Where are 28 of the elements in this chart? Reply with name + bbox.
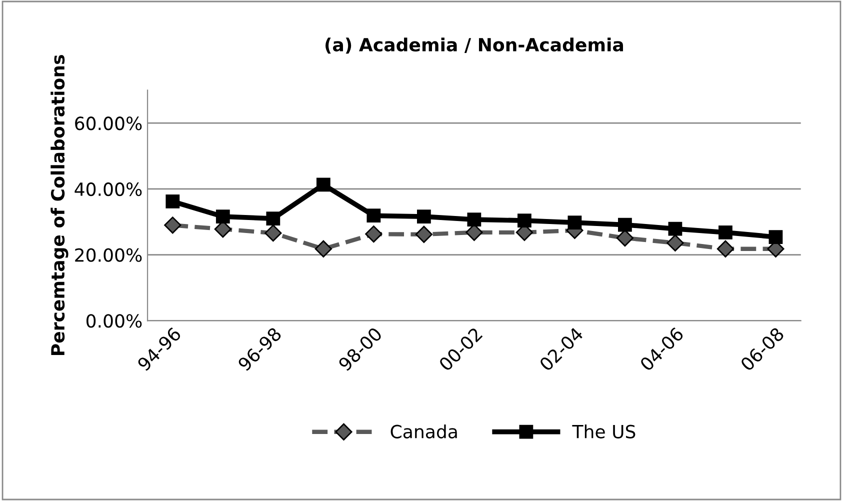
point	[264, 224, 282, 242]
point	[266, 212, 280, 226]
point	[216, 210, 230, 224]
legend-label: The US	[572, 424, 636, 438]
chart-title: (a) Academia / Non-Academia	[326, 38, 623, 54]
point	[568, 216, 582, 230]
point	[718, 225, 732, 240]
point	[365, 226, 382, 243]
point	[668, 222, 682, 236]
y-tick-label: 0.00%	[86, 314, 142, 328]
point	[166, 194, 180, 208]
point	[366, 208, 381, 223]
point	[164, 216, 182, 234]
point	[416, 210, 431, 224]
point	[316, 178, 330, 192]
point	[467, 212, 482, 227]
point	[518, 214, 532, 228]
point	[666, 234, 684, 252]
point	[716, 240, 734, 258]
y-tick-label: 20.00%	[75, 248, 142, 262]
y-tick-label: 60.00%	[75, 116, 142, 130]
point	[415, 226, 432, 243]
point	[618, 218, 632, 232]
legend-label: Canada	[390, 424, 457, 438]
point	[768, 230, 783, 244]
point	[314, 240, 332, 258]
y-axis-title: Percemtage of Collaborations	[50, 55, 68, 355]
y-tick-label: 40.00%	[74, 182, 142, 196]
